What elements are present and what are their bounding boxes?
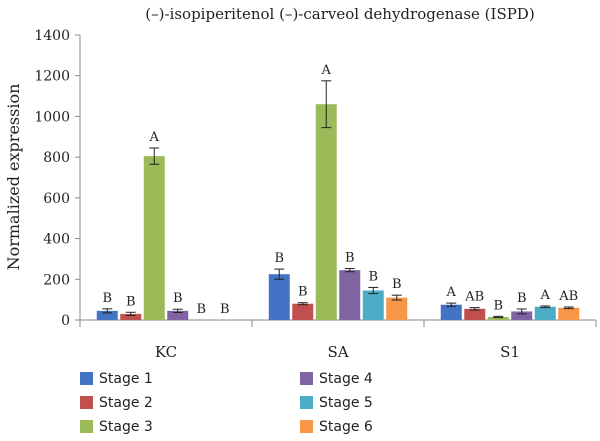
bar	[558, 307, 580, 320]
y-axis-label: Normalized expression	[4, 84, 23, 271]
y-tick-label: 1400	[34, 28, 70, 44]
bar	[464, 308, 486, 320]
category-label: KC	[155, 343, 177, 361]
legend-swatch	[300, 420, 313, 433]
chart-title: (–)-isopiperitenol (–)-carveol dehydroge…	[145, 5, 534, 23]
significance-label: B	[274, 251, 284, 266]
significance-label: B	[126, 294, 136, 309]
significance-label: AB	[558, 289, 578, 304]
significance-label: B	[517, 291, 527, 306]
significance-label: B	[102, 291, 112, 306]
legend: Stage 1 Stage 2 Stage 3 Stage 4 Stage 5 Stage…	[80, 371, 373, 435]
legend-label: Stage 5	[319, 395, 373, 411]
legend-swatch	[300, 372, 313, 385]
legend-label: Stage 6	[319, 419, 373, 435]
y-tick-label: 1000	[34, 109, 70, 125]
y-tick-label: 600	[43, 191, 70, 207]
y-tick-label: 800	[43, 150, 70, 166]
bar	[292, 303, 314, 320]
legend-label: Stage 4	[319, 371, 373, 387]
bar	[362, 290, 384, 320]
bar	[386, 297, 408, 320]
legend-swatch	[300, 396, 313, 409]
significance-label: B	[493, 298, 503, 313]
category-labels: KC SA S1	[155, 343, 520, 361]
legend-label: Stage 3	[99, 419, 153, 435]
bar	[96, 310, 118, 320]
significance-label: A	[540, 288, 551, 303]
legend-swatch	[80, 420, 93, 433]
category-label: SA	[327, 343, 348, 361]
bar	[339, 270, 361, 320]
y-tick-label: 1200	[34, 69, 70, 85]
bar	[315, 104, 337, 320]
significance-label: B	[220, 302, 230, 317]
significance-label: B	[345, 250, 355, 265]
legend-swatch	[80, 372, 93, 385]
bar	[534, 306, 556, 320]
y-tick-label: 200	[43, 272, 70, 288]
y-tick-label: 0	[61, 313, 70, 329]
significance-label: B	[173, 291, 183, 306]
significance-label: A	[321, 63, 332, 78]
category-label: S1	[500, 343, 520, 361]
bar	[167, 310, 189, 320]
significance-label: B	[298, 285, 308, 300]
y-ticks: 0 200 400 600 800 1000 1200 1400	[34, 28, 80, 329]
legend-label: Stage 1	[99, 371, 153, 387]
significance-label: A	[446, 285, 457, 300]
category-separators	[79, 320, 597, 327]
bar	[511, 311, 533, 320]
y-tick-label: 400	[43, 232, 70, 248]
bar	[143, 156, 165, 320]
bar	[487, 316, 509, 320]
legend-label: Stage 2	[99, 395, 153, 411]
significance-label: B	[392, 277, 402, 292]
bar	[440, 304, 462, 320]
significance-label: B	[368, 269, 378, 284]
significance-label: A	[149, 130, 160, 145]
significance-label: B	[196, 302, 206, 317]
significance-label: AB	[464, 290, 484, 305]
bar	[268, 274, 290, 320]
legend-swatch	[80, 396, 93, 409]
bar	[120, 313, 142, 320]
